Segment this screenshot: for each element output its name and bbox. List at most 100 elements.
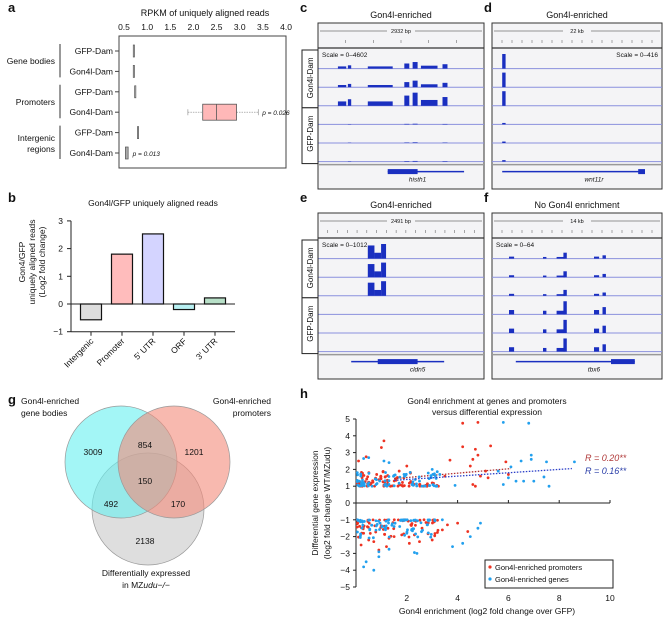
- data-point: [509, 465, 513, 469]
- data-point: [529, 453, 533, 457]
- data-point: [377, 550, 381, 554]
- data-point: [394, 478, 398, 482]
- data-point: [405, 531, 409, 535]
- data-point: [392, 535, 396, 538]
- coverage-peak: [404, 142, 410, 143]
- data-point: [418, 479, 421, 483]
- coverage-peak: [374, 252, 382, 259]
- coverage-peak: [404, 95, 410, 106]
- coverage-peak: [602, 292, 606, 296]
- coverage-peak: [367, 282, 375, 296]
- data-point: [416, 519, 419, 523]
- data-point: [359, 474, 363, 478]
- x-tick-label: 0.5: [118, 22, 130, 32]
- coverage-peak: [556, 275, 566, 278]
- y-tick-label: −1: [340, 515, 350, 525]
- coverage-peak: [404, 82, 410, 88]
- data-point: [425, 523, 429, 527]
- data-point: [415, 484, 419, 488]
- data-point: [420, 484, 424, 488]
- data-point: [486, 476, 490, 480]
- data-point: [386, 526, 390, 530]
- data-point: [366, 475, 370, 479]
- data-point: [383, 533, 387, 536]
- panel-label-f: f: [484, 190, 489, 205]
- data-point: [415, 482, 418, 486]
- coverage-peak: [412, 142, 418, 143]
- data-point: [496, 469, 500, 473]
- data-point: [356, 473, 359, 477]
- data-point: [398, 475, 402, 479]
- scale-label: Scale = 0–64: [496, 242, 535, 249]
- bar-intergenic: [79, 303, 103, 321]
- data-point: [436, 518, 439, 522]
- legend-label: Gon4l-enriched promoters: [495, 563, 582, 572]
- panel-label-b: b: [8, 190, 16, 205]
- coverage-peak: [502, 122, 506, 125]
- data-point: [392, 518, 396, 522]
- coverage-peak: [556, 294, 566, 296]
- data-point: [430, 538, 434, 542]
- row-label: GFP-Dam: [75, 87, 113, 97]
- gene-name: wnt11r: [584, 177, 604, 184]
- venn-count-genes-de: 492: [104, 499, 118, 509]
- venn-count-genes-promoters: 854: [138, 440, 152, 450]
- panel-h-title: Gon4l enrichment at genes and promoters: [407, 396, 566, 406]
- data-point: [387, 479, 391, 483]
- data-point: [476, 526, 480, 530]
- x-tick-label: ORF: [169, 336, 189, 356]
- data-point: [419, 521, 423, 525]
- data-point: [416, 535, 420, 539]
- data-point: [440, 528, 444, 532]
- coverage-peak: [563, 271, 567, 278]
- coverage-peak: [374, 289, 382, 296]
- data-point: [383, 475, 387, 479]
- data-point: [364, 560, 368, 564]
- coverage-peak: [543, 310, 547, 315]
- group-label: Gene bodies: [7, 56, 55, 66]
- data-point: [367, 471, 371, 475]
- data-point: [372, 568, 376, 572]
- group-label: Intergenic: [18, 133, 56, 143]
- venn-count-de-only: 2138: [136, 536, 155, 546]
- data-point: [358, 479, 361, 483]
- coverage-peak: [563, 289, 567, 296]
- row-label: Gon4l-Dam: [70, 107, 113, 117]
- coverage-peak: [442, 64, 448, 69]
- x-tick-label: 3′ UTR: [194, 336, 220, 362]
- data-point: [361, 480, 365, 484]
- coverage-peak: [442, 82, 448, 88]
- x-axis-label: Gon4l enrichment (log2 fold change over …: [399, 606, 575, 616]
- data-point: [387, 475, 391, 478]
- data-point: [357, 459, 360, 463]
- coverage-peak: [556, 256, 566, 259]
- data-point: [356, 519, 360, 522]
- data-point: [451, 545, 454, 549]
- p-value-label: p = 0.013: [132, 151, 161, 158]
- data-point: [359, 472, 363, 476]
- coverage-peak: [543, 275, 547, 278]
- coverage-peak: [556, 347, 566, 352]
- data-point: [364, 455, 368, 459]
- data-point: [413, 551, 416, 554]
- data-point: [532, 479, 536, 483]
- x-tick-label: 1.0: [141, 22, 153, 32]
- data-point: [434, 474, 437, 478]
- panel-h-scatter: Gon4l enrichment at genes and promotersv…: [310, 396, 627, 616]
- data-point: [360, 519, 364, 523]
- coverage-peak: [602, 344, 606, 352]
- data-point: [398, 525, 402, 528]
- data-point: [392, 525, 396, 528]
- data-point: [547, 484, 551, 488]
- track-panel-e: Gon4l-enriched 2491 bp Scale = 0–1012 cldn5…: [301, 200, 485, 380]
- coverage-peak: [337, 101, 347, 106]
- data-point: [355, 525, 359, 529]
- data-point: [471, 457, 475, 461]
- x-tick-label: 6: [506, 593, 511, 603]
- scale-label: Scale = 0–4602: [322, 52, 368, 59]
- y-tick-label: −4: [340, 565, 350, 575]
- data-point: [387, 483, 391, 486]
- bar-5-utr: [141, 233, 165, 305]
- data-point: [387, 461, 391, 465]
